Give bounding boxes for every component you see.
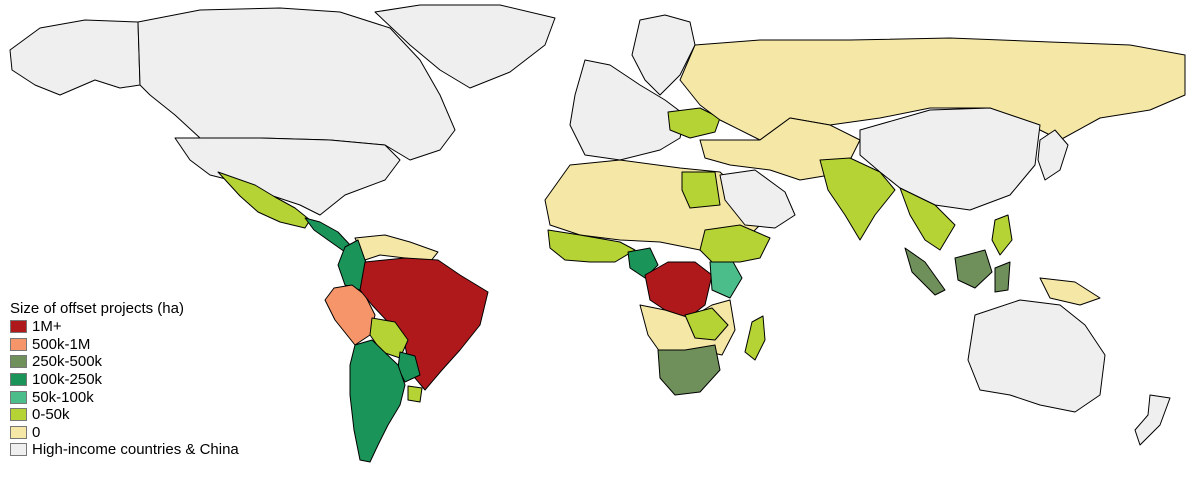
region-scandinavia	[631, 14, 696, 96]
legend-label: 0-50k	[32, 406, 70, 424]
legend-item: 0-50k	[10, 406, 239, 424]
legend-item: 0	[10, 424, 239, 442]
region-united-states	[174, 137, 401, 216]
legend-swatch	[10, 355, 27, 369]
region-arabia	[719, 169, 796, 229]
region-philippines	[991, 214, 1013, 256]
legend-item: 250k-500k	[10, 353, 239, 371]
region-south-africa	[657, 344, 721, 396]
region-western-europe	[569, 59, 686, 161]
legend-label: High-income countries & China	[32, 441, 239, 459]
region-kenya	[709, 259, 743, 299]
region-canada	[137, 7, 456, 161]
legend-swatch	[10, 337, 27, 351]
legend-swatch	[10, 390, 27, 404]
region-zimbabwe	[684, 307, 729, 341]
legend-label: 100k-250k	[32, 371, 103, 389]
region-sumatra	[904, 247, 946, 296]
region-alaska	[9, 19, 141, 96]
legend-item: High-income countries & China	[10, 441, 239, 459]
region-madagascar	[744, 315, 766, 361]
legend-swatch	[10, 443, 27, 457]
region-papua	[1039, 277, 1101, 306]
legend-label: 50k-100k	[32, 388, 94, 406]
legend-label: 1M+	[32, 318, 62, 336]
region-venezuela-guianas	[354, 234, 439, 263]
legend-label: 250k-500k	[32, 353, 103, 371]
region-japan-korea	[1037, 129, 1069, 181]
legend-swatch	[10, 320, 27, 334]
region-greenland	[374, 4, 556, 89]
region-new-zealand	[1134, 394, 1171, 446]
legend-swatch	[10, 425, 27, 439]
legend-item: 1M+	[10, 318, 239, 336]
region-west-africa	[547, 229, 636, 263]
region-dr-congo	[644, 261, 713, 319]
legend-swatch	[10, 373, 27, 387]
region-india	[819, 157, 896, 241]
legend-item: 50k-100k	[10, 388, 239, 406]
region-egypt	[681, 171, 721, 209]
legend-label: 0	[32, 423, 41, 441]
region-mexico	[217, 171, 311, 229]
region-uruguay	[407, 385, 423, 403]
region-chile-argentina	[349, 339, 406, 463]
legend-label: 500k-1M	[32, 335, 91, 353]
region-sulawesi	[994, 261, 1011, 293]
region-brazil	[359, 257, 489, 391]
region-ukraine	[667, 107, 721, 139]
map-legend: Size of offset projects (ha) 1M+ 500k-1M…	[10, 300, 239, 459]
region-east-africa	[699, 224, 771, 263]
legend-title: Size of offset projects (ha)	[10, 300, 184, 317]
legend-item: 100k-250k	[10, 371, 239, 389]
region-china	[859, 107, 1041, 211]
legend-swatch	[10, 408, 27, 422]
region-borneo	[954, 249, 993, 289]
region-southeast-asia	[899, 187, 956, 251]
region-australia	[967, 299, 1106, 413]
legend-item: 500k-1M	[10, 336, 239, 354]
